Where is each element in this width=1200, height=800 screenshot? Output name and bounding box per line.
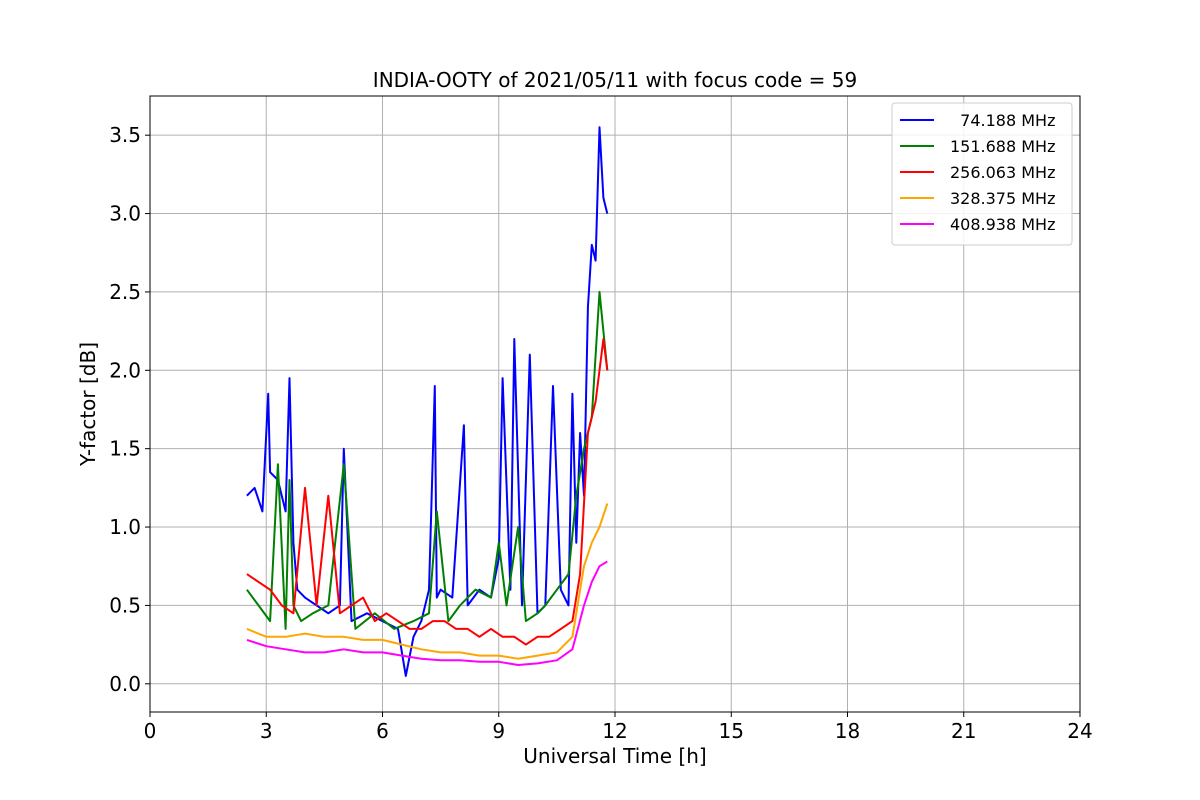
legend-label-1: 151.688 MHz: [950, 137, 1055, 156]
x-tick-label: 6: [376, 719, 389, 743]
y-tick-label: 1.5: [109, 437, 141, 461]
y-axis: 0.0 0.5 1.0 1.5 2.0 2.5 3.0 3.5: [109, 123, 150, 696]
y-tick-label: 2.5: [109, 280, 141, 304]
series-layer: [246, 126, 609, 677]
x-tick-label: 24: [1067, 719, 1092, 743]
series-line-3: [246, 503, 609, 660]
series-line-1: [246, 290, 609, 630]
series-line-2: [246, 338, 609, 646]
y-axis-label: Y-factor [dB]: [76, 342, 100, 467]
x-tick-label: 0: [144, 719, 157, 743]
y-tick-label: 0.0: [109, 672, 141, 696]
y-tick-label: 0.5: [109, 593, 141, 617]
x-tick-label: 9: [492, 719, 505, 743]
chart-title: INDIA-OOTY of 2021/05/11 with focus code…: [373, 68, 857, 92]
legend-label-4: 408.938 MHz: [950, 215, 1055, 234]
legend: 74.188 MHz 151.688 MHz 256.063 MHz 328.375 …: [891, 102, 1073, 246]
x-axis: 0 3 6 9 12 15 18 21 24: [144, 712, 1093, 743]
y-tick-label: 3.0: [109, 202, 141, 226]
y-tick-label: 1.0: [109, 515, 141, 539]
y-tick-label: 2.0: [109, 358, 141, 382]
legend-label-3: 328.375 MHz: [950, 189, 1055, 208]
legend-label-2: 256.063 MHz: [950, 163, 1055, 182]
x-tick-label: 12: [602, 719, 627, 743]
x-tick-label: 15: [719, 719, 744, 743]
x-tick-label: 3: [260, 719, 273, 743]
x-tick-label: 21: [951, 719, 976, 743]
legend-box: [891, 102, 1073, 246]
y-tick-label: 3.5: [109, 123, 141, 147]
x-tick-label: 18: [835, 719, 860, 743]
series-line-4: [246, 560, 608, 666]
x-axis-label: Universal Time [h]: [523, 744, 706, 768]
legend-label-0: 74.188 MHz: [950, 111, 1055, 130]
